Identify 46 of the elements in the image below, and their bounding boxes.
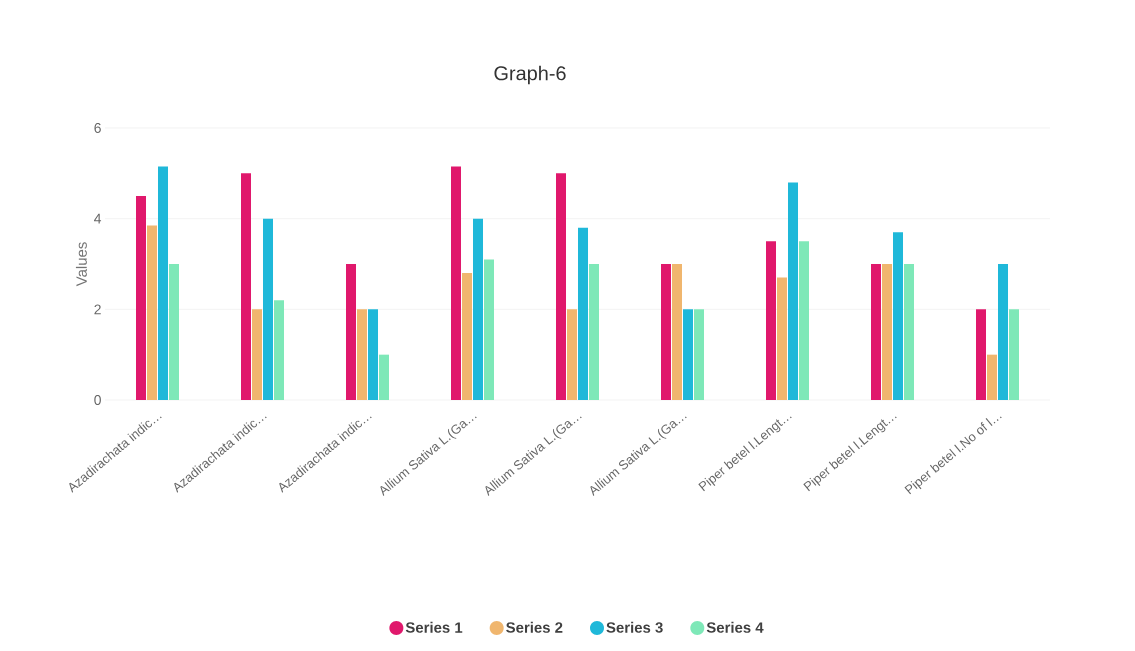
- bar: [904, 264, 914, 400]
- bar: [241, 173, 251, 400]
- bar: [274, 300, 284, 400]
- bar: [694, 309, 704, 400]
- bar: [147, 225, 157, 400]
- legend-label: Series 2: [506, 621, 563, 633]
- y-tick-label: 0: [94, 395, 101, 405]
- bar: [893, 232, 903, 400]
- bar: [567, 309, 577, 400]
- bar: [473, 218, 483, 400]
- bar: [683, 309, 693, 400]
- bar: [788, 182, 798, 400]
- bar: [871, 264, 881, 400]
- legend-label: Series 4: [706, 621, 764, 633]
- y-tick-label: 4: [94, 213, 102, 224]
- bar: [998, 264, 1008, 400]
- bar: [976, 309, 986, 400]
- bar: [158, 166, 168, 400]
- bar: [136, 196, 146, 400]
- bar: [672, 264, 682, 400]
- legend-label: Series 3: [606, 621, 663, 633]
- bar: [346, 264, 356, 400]
- bar: [462, 273, 472, 400]
- y-tick-label: 2: [94, 304, 101, 315]
- bar: [987, 354, 997, 400]
- bar: [777, 277, 787, 400]
- bar: [451, 166, 461, 400]
- y-tick-label: 6: [94, 123, 101, 133]
- bar: [766, 241, 776, 400]
- bar: [589, 264, 599, 400]
- bar: [556, 173, 566, 400]
- bar: [1009, 309, 1019, 400]
- bar: [484, 259, 494, 400]
- bar: [252, 309, 262, 400]
- chart-title: Graph-6: [494, 65, 566, 85]
- bar: [263, 218, 273, 400]
- bar: [799, 241, 809, 400]
- y-axis-title: Values: [75, 242, 87, 287]
- bar: [661, 264, 671, 400]
- bar: [169, 264, 179, 400]
- bar: [368, 309, 378, 400]
- bar: [882, 264, 892, 400]
- bar: [357, 309, 367, 400]
- bar: [578, 227, 588, 400]
- legend-label: Series 1: [405, 621, 463, 633]
- bar: [379, 354, 389, 400]
